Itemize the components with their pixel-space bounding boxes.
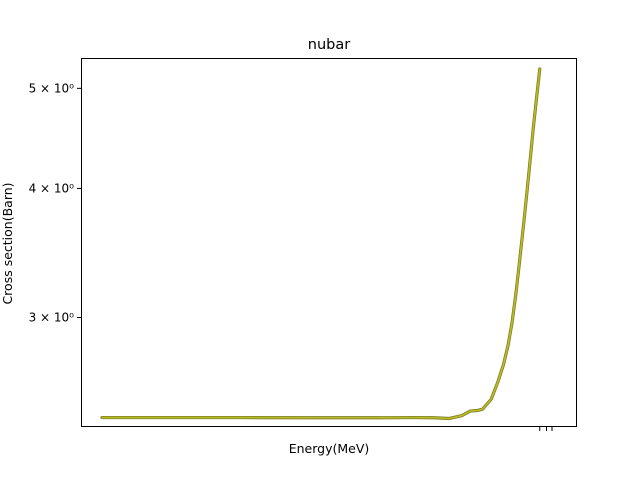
x-axis-label: Energy(MeV): [289, 441, 370, 456]
y-tick-label: 5 × 10⁰: [29, 81, 75, 95]
series-layer: [100, 67, 542, 421]
y-axis-label: Cross section(Barn): [0, 182, 15, 304]
y-tick-label: 3 × 10⁰: [29, 310, 75, 324]
y-axis-ticks: 3 × 10⁰ 4 × 10⁰ 5 × 10⁰: [29, 81, 81, 324]
series-line-2: [101, 68, 541, 420]
plot-frame: [81, 58, 577, 427]
chart-title: nubar: [308, 37, 350, 53]
plot-area: [81, 58, 577, 427]
x-axis-ticks: [539, 427, 553, 431]
y-tick-label: 4 × 10⁰: [29, 181, 75, 195]
